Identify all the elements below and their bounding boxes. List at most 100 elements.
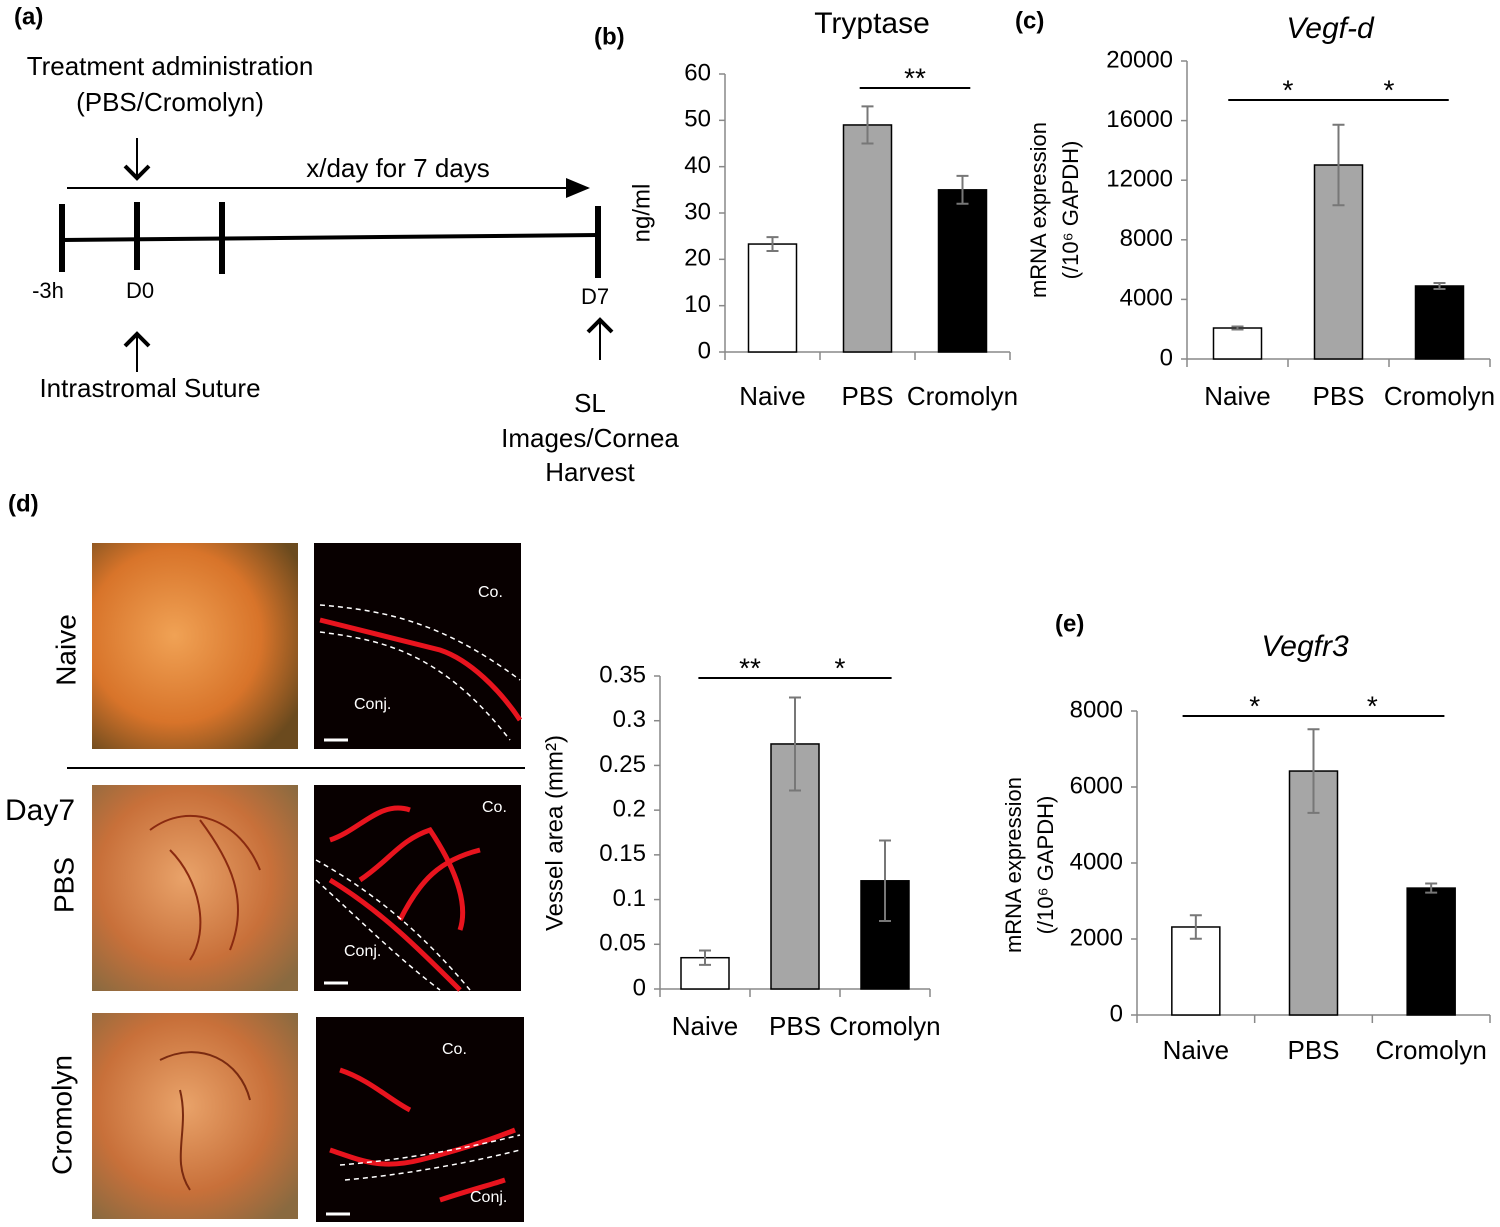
micrograph-label: Conj. [470, 1189, 507, 1206]
significance-label: ** [739, 652, 761, 683]
y-tick-label: 40 [684, 152, 711, 179]
y-tick-label: 16000 [1106, 106, 1173, 133]
timeline-text: SL [574, 388, 606, 418]
error-bar [1307, 728, 1320, 814]
x-tick-label: PBS [841, 381, 893, 411]
y-tick-label: 20 [684, 245, 711, 272]
x-tick-label: Cromolyn [1384, 381, 1495, 411]
y-tick-label: 12000 [1106, 166, 1173, 193]
error-bar [789, 696, 801, 792]
timeline-text: Treatment administration [27, 51, 314, 81]
panel-label: (d) [8, 490, 39, 517]
y-tick-label: 0.3 [613, 706, 646, 733]
significance-label: * [1283, 74, 1294, 105]
chart-title: Vegfr3 [1261, 630, 1349, 663]
eye-photo [92, 1013, 298, 1219]
y-tick-label: 8000 [1070, 696, 1123, 723]
timeline-axis [61, 233, 599, 242]
panel-label: (a) [14, 3, 43, 30]
x-tick-label: PBS [1287, 1035, 1339, 1065]
timeline-point: -3h [32, 278, 64, 303]
error-bar [1433, 282, 1446, 290]
image-panel: Co. Conj. Co. Conj. Co. Conj. Naive Day7… [5, 543, 525, 1222]
panel-label: (c) [1015, 7, 1044, 34]
y-axis-label: Vessel area (mm²) [541, 735, 568, 931]
y-tick-label: 0.25 [599, 751, 646, 778]
y-tick-label: 20000 [1106, 46, 1173, 73]
x-tick-label: Naive [672, 1011, 738, 1041]
row-label: PBS [48, 857, 79, 913]
vessel-sketch [328, 805, 481, 992]
x-tick-label: Naive [1204, 381, 1270, 411]
timeline-text: Harvest [545, 457, 635, 487]
y-axis-label: (/10⁶ GAPDH) [1058, 141, 1083, 280]
panel-label: (e) [1055, 610, 1084, 637]
timeline-text: Intrastromal Suture [39, 373, 260, 403]
y-tick-label: 0.2 [613, 795, 646, 822]
y-tick-label: 0 [698, 337, 711, 364]
boundary [315, 859, 471, 991]
timeline-text: (PBS/Cromolyn) [76, 87, 264, 117]
timeline-text: Images/Cornea [501, 423, 679, 453]
vessel-sketch [319, 617, 523, 722]
bar [1171, 926, 1221, 1016]
row-label: Naive [50, 614, 81, 686]
x-tick-label: Naive [1163, 1035, 1229, 1065]
day-label: Day7 [5, 794, 75, 827]
chart-title: Vegf-d [1286, 12, 1375, 45]
y-tick-label: 10 [684, 291, 711, 318]
y-tick-label: 0 [633, 974, 646, 1001]
micrograph [316, 1017, 524, 1222]
row-label: Cromolyn [46, 1055, 77, 1175]
error-bar [699, 949, 711, 966]
significance-label: * [835, 652, 846, 683]
timeline-text: x/day for 7 days [306, 153, 490, 183]
micrograph-label: Conj. [354, 696, 391, 713]
y-tick-label: 0.1 [613, 885, 646, 912]
y-tick-label: 4000 [1120, 285, 1173, 312]
significance-label: * [1249, 690, 1260, 721]
panel-label: (b) [594, 23, 625, 50]
y-tick-label: 0 [1110, 1000, 1123, 1027]
y-tick-label: 8000 [1120, 225, 1173, 252]
y-tick-label: 0.35 [599, 661, 646, 688]
micrograph-label: Co. [442, 1041, 467, 1058]
micrograph-label: Co. [482, 799, 507, 816]
vessel-sketch [329, 1067, 516, 1203]
y-axis-label: (/10⁶ GAPDH) [1033, 796, 1058, 935]
bar [747, 243, 798, 353]
error-bar [1332, 123, 1345, 207]
vessel-sketch [159, 1051, 251, 1191]
y-tick-label: 0.15 [599, 840, 646, 867]
boundary [319, 604, 521, 741]
error-bar [879, 839, 891, 923]
x-tick-label: Naive [739, 381, 805, 411]
x-tick-label: PBS [1312, 381, 1364, 411]
x-tick-label: Cromolyn [907, 381, 1018, 411]
error-bar [1231, 325, 1244, 331]
y-axis-label: mRNA expression [1026, 122, 1051, 298]
y-tick-label: 0 [1160, 344, 1173, 371]
eye-photo [92, 543, 298, 749]
vessel-sketch [149, 814, 261, 961]
y-tick-label: 6000 [1070, 772, 1123, 799]
error-bar [766, 236, 779, 252]
x-tick-label: Cromolyn [1376, 1035, 1487, 1065]
bar [842, 124, 893, 353]
significance-label: * [1367, 690, 1378, 721]
y-tick-label: 60 [684, 59, 711, 86]
y-axis-label: mRNA expression [1001, 777, 1026, 953]
bar [937, 189, 988, 353]
x-tick-label: PBS [769, 1011, 821, 1041]
timeline-point: D0 [126, 278, 154, 303]
micrograph-label: Conj. [344, 943, 381, 960]
y-tick-label: 2000 [1070, 924, 1123, 951]
chart-title: Tryptase [814, 7, 930, 40]
y-tick-label: 4000 [1070, 848, 1123, 875]
error-bar [861, 105, 874, 145]
y-axis-label: ng/ml [628, 184, 655, 243]
error-bar [956, 174, 969, 205]
y-tick-label: 30 [684, 198, 711, 225]
significance-label: * [1384, 74, 1395, 105]
bar [1212, 327, 1263, 360]
